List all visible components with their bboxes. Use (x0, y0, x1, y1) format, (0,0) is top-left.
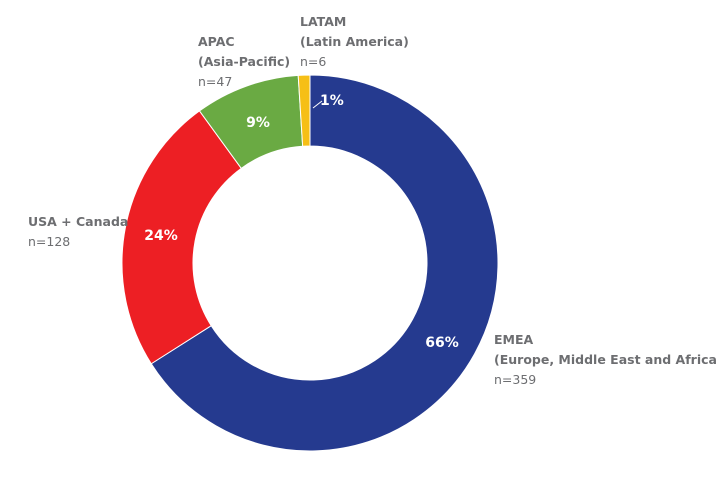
region-label-apac: APAC (198, 34, 235, 49)
donut-slice-latam (297, 74, 311, 147)
region-label-usa-canada: USA + Canada (28, 214, 128, 229)
pct-label-usa-canada: 24% (144, 228, 178, 244)
region-subtitle-latam: (Latin America) (300, 34, 409, 49)
donut-slice-usa-canada (121, 110, 242, 365)
region-label-latam: LATAM (300, 14, 346, 29)
region-label-emea: EMEA (494, 332, 534, 347)
region-count-emea: n=359 (494, 372, 536, 387)
region-count-apac: n=47 (198, 74, 232, 89)
pct-label-latam: 1% (320, 93, 344, 109)
region-subtitle-apac: (Asia-Pacific) (198, 54, 290, 69)
region-count-usa-canada: n=128 (28, 234, 70, 249)
latam-leader-line (312, 100, 323, 109)
pct-label-emea: 66% (425, 335, 459, 351)
pct-label-apac: 9% (246, 115, 270, 131)
donut-slices (121, 74, 499, 452)
region-subtitle-emea: (Europe, Middle East and Africa) (494, 352, 718, 367)
region-count-latam: n=6 (300, 54, 326, 69)
donut-slice-emea (150, 74, 499, 452)
